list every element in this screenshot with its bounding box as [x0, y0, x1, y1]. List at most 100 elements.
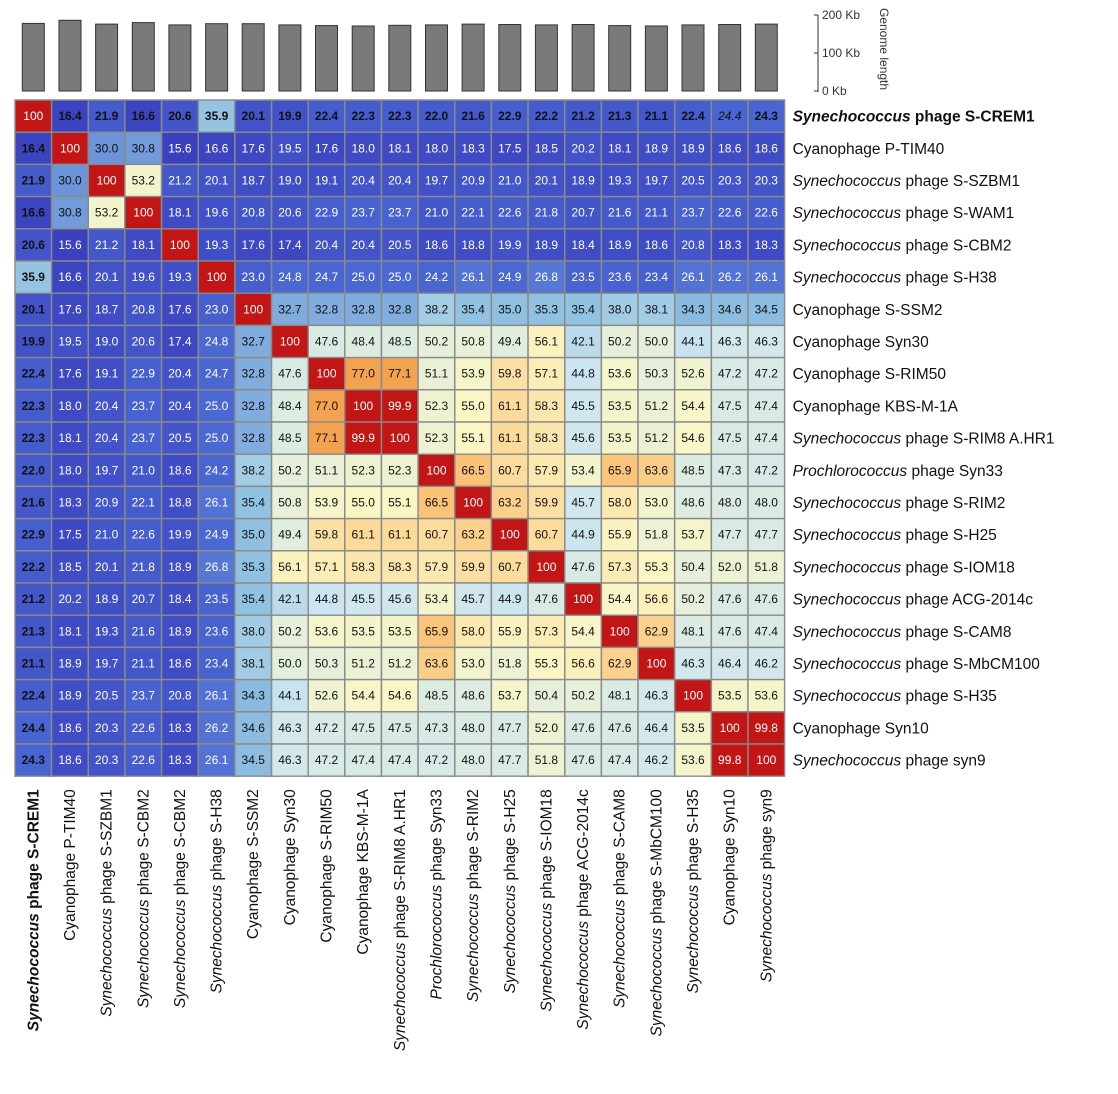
heatmap-cell-label: 77.1 — [388, 367, 412, 381]
heatmap-cell-label: 19.9 — [168, 528, 192, 542]
heatmap-cell — [674, 678, 713, 713]
heatmap-cell — [160, 646, 199, 681]
heatmap-cell-label: 26.1 — [755, 270, 779, 284]
heatmap-cell-label: 18.3 — [168, 753, 192, 767]
row-label-name: phage S-RIM8 A.HR1 — [901, 431, 1054, 448]
heatmap-cell-label: 52.3 — [425, 399, 449, 413]
heatmap-cell-label: 100 — [170, 238, 190, 252]
column-label: Prochlorococcus phage Syn33 — [429, 789, 446, 999]
heatmap-cell — [234, 517, 273, 552]
heatmap-cell-label: 34.3 — [681, 302, 705, 316]
heatmap-cell-label: 52.0 — [535, 721, 559, 735]
heatmap-cell-label: 35.4 — [242, 496, 266, 510]
heatmap-cell-label: 22.6 — [755, 206, 779, 220]
row-label: Synechococcus phage S-H25 — [793, 527, 997, 544]
heatmap-cell — [307, 260, 346, 294]
heatmap-cell-label: 23.0 — [205, 302, 229, 316]
heatmap-cell — [674, 356, 713, 391]
heatmap-cell-label: 100 — [573, 592, 593, 606]
heatmap-cell-label: 18.3 — [168, 721, 192, 735]
heatmap-cell-label: 19.1 — [95, 367, 119, 381]
heatmap-cell-label: 19.3 — [95, 624, 119, 638]
heatmap-cell-label: 20.1 — [22, 302, 46, 316]
heatmap-cell-label: 99.8 — [718, 753, 742, 767]
heatmap-cell-label: 19.1 — [315, 174, 339, 188]
heatmap-cell-label: 47.7 — [755, 528, 779, 542]
heatmap-cell — [747, 678, 786, 713]
heatmap-cell-label: 17.4 — [168, 335, 192, 349]
heatmap-cell — [14, 743, 53, 777]
heatmap-cell — [344, 453, 383, 488]
heatmap-cell — [747, 646, 786, 681]
genome-length-axis: 200 Kb 100 Kb 0 Kb Genome length — [814, 8, 891, 98]
heatmap-cell — [710, 163, 749, 198]
heatmap-cell-label: 48.0 — [755, 496, 779, 510]
heatmap-cell — [564, 389, 603, 423]
heatmap-cell-label: 53.9 — [315, 496, 339, 510]
heatmap-cell — [637, 646, 676, 681]
heatmap-cell — [234, 292, 273, 327]
heatmap-cell — [710, 614, 749, 649]
heatmap-cell-label: 20.3 — [718, 174, 742, 188]
heatmap-cell-label: 26.2 — [718, 270, 742, 284]
heatmap-cell-label: 20.6 — [132, 335, 156, 349]
heatmap-cell — [454, 453, 493, 488]
heatmap-cell-label: 20.1 — [205, 174, 229, 188]
heatmap-cell — [197, 163, 236, 198]
heatmap-cell-label: 23.7 — [681, 206, 705, 220]
heatmap-cell-label: 18.9 — [645, 141, 669, 155]
column-label: Synechococcus phage S-H35 — [685, 789, 702, 993]
heatmap-cell-label: 22.9 — [22, 528, 46, 542]
heatmap-cell — [197, 646, 236, 681]
column-label-genus: Synechococcus — [135, 899, 152, 1008]
heatmap-cell-label: 100 — [426, 463, 446, 477]
heatmap-cell — [637, 228, 676, 262]
heatmap-cell-label: 100 — [316, 367, 336, 381]
heatmap-cell-label: 20.4 — [95, 399, 119, 413]
heatmap-cell-label: 53.2 — [132, 174, 156, 188]
heatmap-cell — [637, 550, 676, 584]
heatmap-cell-label: 62.9 — [608, 657, 632, 671]
heatmap-cell-label: 22.3 — [352, 109, 376, 123]
heatmap-cell-label: 17.6 — [168, 302, 192, 316]
heatmap-cell-label: 65.9 — [425, 624, 449, 638]
heatmap-cell-label: 53.6 — [315, 624, 339, 638]
heatmap-cell-label: 23.5 — [205, 592, 229, 606]
heatmap-cell-label: 47.4 — [755, 431, 779, 445]
heatmap-cell — [600, 228, 639, 262]
heatmap-cell — [674, 646, 713, 681]
heatmap-cell-label: 47.7 — [498, 753, 522, 767]
heatmap-cell — [637, 260, 676, 294]
genome-length-bar — [95, 23, 119, 92]
row-label-name: phage S-RIM2 — [901, 495, 1005, 512]
heatmap-cell — [234, 550, 273, 584]
column-label: Synechococcus phage S-CBM2 — [135, 789, 152, 1008]
heatmap-cell-label: 50.0 — [278, 657, 302, 671]
column-label: Synechococcus phage S-RIM8 A.HR1 — [392, 789, 409, 1051]
heatmap-cell-label: 50.3 — [315, 657, 339, 671]
heatmap-cell-label: 32.7 — [242, 335, 266, 349]
heatmap-cell — [14, 99, 53, 133]
heatmap-cell-label: 49.4 — [498, 335, 522, 349]
heatmap-cell-label: 23.7 — [388, 206, 412, 220]
row-label: Synechococcus phage S-H35 — [793, 688, 997, 705]
heatmap-cell-label: 48.5 — [278, 431, 302, 445]
heatmap-cell-label: 100 — [610, 624, 630, 638]
column-label-name: phage S-H35 — [685, 789, 702, 885]
heatmap-cell-label: 53.9 — [461, 367, 485, 381]
row-label-genus: Synechococcus — [793, 656, 902, 673]
heatmap-cell-label: 30.8 — [58, 206, 82, 220]
column-label: Synechococcus phage S-MbCM100 — [648, 789, 665, 1037]
row-label-genus: Prochlorococcus — [793, 463, 908, 480]
heatmap-cell — [50, 453, 89, 488]
heatmap-cell-label: 53.2 — [95, 206, 119, 220]
heatmap-cell-label: 53.5 — [608, 431, 632, 445]
genome-length-bar — [58, 19, 82, 92]
row-label-name: phage S-CAM8 — [901, 624, 1011, 641]
heatmap-cell-label: 18.4 — [168, 592, 192, 606]
heatmap-cell-label: 34.6 — [718, 302, 742, 316]
heatmap-cell-label: 47.4 — [388, 753, 412, 767]
heatmap-cell-label: 18.9 — [58, 657, 82, 671]
heatmap-cell-label: 47.2 — [755, 367, 779, 381]
heatmap-cell-label: 66.5 — [425, 496, 449, 510]
